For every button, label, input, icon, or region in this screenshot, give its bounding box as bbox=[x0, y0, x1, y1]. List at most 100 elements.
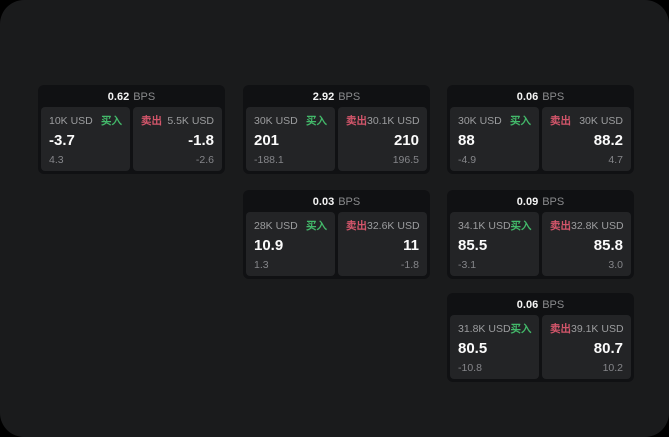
sell-panel[interactable]: 卖出 5.5K USD -1.8 -2.6 bbox=[133, 107, 222, 171]
sell-panel[interactable]: 卖出 30K USD 88.2 4.7 bbox=[542, 107, 631, 171]
sell-side-label: 卖出 bbox=[550, 220, 571, 232]
buy-panel-top: 31.8K USD 买入 bbox=[458, 321, 532, 336]
buy-side-label: 买入 bbox=[101, 115, 122, 127]
buy-amount: 34.1K USD bbox=[458, 219, 511, 232]
buy-price: 85.5 bbox=[458, 237, 488, 254]
quote-card: 2.92 BPS 30K USD 买入 201 -188.1 卖出 30.1K … bbox=[243, 85, 430, 174]
bps-header: 0.62 BPS bbox=[41, 88, 222, 107]
sell-amount: 39.1K USD bbox=[571, 322, 624, 335]
bps-header: 0.09 BPS bbox=[450, 193, 631, 212]
sell-panel-top: 卖出 30K USD bbox=[550, 113, 623, 128]
quote-panels: 10K USD 买入 -3.7 4.3 卖出 5.5K USD -1.8 -2.… bbox=[41, 107, 222, 171]
bps-value: 0.62 bbox=[107, 91, 130, 103]
bps-header: 0.03 BPS bbox=[246, 193, 427, 212]
bps-header: 2.92 BPS bbox=[246, 88, 427, 107]
quote-panels: 28K USD 买入 10.9 1.3 卖出 32.6K USD 11 -1.8 bbox=[246, 212, 427, 276]
buy-amount: 31.8K USD bbox=[458, 322, 511, 335]
buy-delta: 1.3 bbox=[254, 259, 269, 271]
quote-panels: 30K USD 买入 88 -4.9 卖出 30K USD 88.2 4.7 bbox=[450, 107, 631, 171]
bps-unit-label: BPS bbox=[338, 91, 361, 103]
quote-card: 0.06 BPS 30K USD 买入 88 -4.9 卖出 30K USD 8… bbox=[447, 85, 634, 174]
quote-panels: 30K USD 买入 201 -188.1 卖出 30.1K USD 210 1… bbox=[246, 107, 427, 171]
buy-amount: 28K USD bbox=[254, 219, 298, 232]
bps-unit-label: BPS bbox=[133, 91, 156, 103]
sell-delta: 10.2 bbox=[602, 362, 623, 374]
buy-amount: 30K USD bbox=[254, 114, 298, 127]
buy-price: -3.7 bbox=[49, 132, 75, 149]
bps-value: 0.03 bbox=[312, 196, 335, 208]
quote-panels: 31.8K USD 买入 80.5 -10.8 卖出 39.1K USD 80.… bbox=[450, 315, 631, 379]
buy-panel[interactable]: 34.1K USD 买入 85.5 -3.1 bbox=[450, 212, 539, 276]
sell-delta: -1.8 bbox=[400, 259, 419, 271]
sell-price: 85.8 bbox=[593, 237, 623, 254]
buy-price: 201 bbox=[254, 132, 280, 149]
bps-value: 0.09 bbox=[516, 196, 539, 208]
buy-panel-top: 30K USD 买入 bbox=[458, 113, 531, 128]
sell-price: 88.2 bbox=[593, 132, 623, 149]
quote-card: 0.62 BPS 10K USD 买入 -3.7 4.3 卖出 5.5K USD… bbox=[38, 85, 225, 174]
sell-panel[interactable]: 卖出 32.8K USD 85.8 3.0 bbox=[542, 212, 631, 276]
sell-panel-top: 卖出 5.5K USD bbox=[141, 113, 214, 128]
buy-price: 88 bbox=[458, 132, 475, 149]
buy-delta: -3.1 bbox=[458, 259, 477, 271]
sell-side-label: 卖出 bbox=[346, 115, 367, 127]
quote-card: 0.09 BPS 34.1K USD 买入 85.5 -3.1 卖出 32.8K… bbox=[447, 190, 634, 279]
sell-amount: 30K USD bbox=[579, 114, 623, 127]
sell-delta: 4.7 bbox=[608, 154, 623, 166]
sell-panel-top: 卖出 32.8K USD bbox=[550, 218, 624, 233]
sell-price: 80.7 bbox=[593, 340, 623, 357]
buy-panel[interactable]: 10K USD 买入 -3.7 4.3 bbox=[41, 107, 130, 171]
buy-amount: 30K USD bbox=[458, 114, 502, 127]
bps-unit-label: BPS bbox=[542, 299, 565, 311]
sell-side-label: 卖出 bbox=[550, 323, 571, 335]
buy-panel[interactable]: 30K USD 买入 201 -188.1 bbox=[246, 107, 335, 171]
sell-panel-top: 卖出 30.1K USD bbox=[346, 113, 420, 128]
buy-price: 10.9 bbox=[254, 237, 284, 254]
bps-header: 0.06 BPS bbox=[450, 88, 631, 107]
buy-delta: -4.9 bbox=[458, 154, 477, 166]
bps-unit-label: BPS bbox=[542, 196, 565, 208]
buy-panel[interactable]: 28K USD 买入 10.9 1.3 bbox=[246, 212, 335, 276]
bps-unit-label: BPS bbox=[338, 196, 361, 208]
sell-panel[interactable]: 卖出 32.6K USD 11 -1.8 bbox=[338, 212, 427, 276]
sell-delta: -2.6 bbox=[195, 154, 214, 166]
buy-panel-top: 34.1K USD 买入 bbox=[458, 218, 532, 233]
buy-side-label: 买入 bbox=[510, 220, 532, 232]
buy-delta: 4.3 bbox=[49, 154, 64, 166]
quote-card: 0.03 BPS 28K USD 买入 10.9 1.3 卖出 32.6K US… bbox=[243, 190, 430, 279]
sell-delta: 196.5 bbox=[392, 154, 419, 166]
buy-amount: 10K USD bbox=[49, 114, 93, 127]
sell-price: 210 bbox=[393, 132, 419, 149]
buy-side-label: 买入 bbox=[306, 115, 327, 127]
sell-side-label: 卖出 bbox=[550, 115, 571, 127]
bps-value: 0.06 bbox=[516, 91, 539, 103]
buy-delta: -188.1 bbox=[254, 154, 284, 166]
bps-header: 0.06 BPS bbox=[450, 296, 631, 315]
sell-panel[interactable]: 卖出 30.1K USD 210 196.5 bbox=[338, 107, 427, 171]
sell-price: 11 bbox=[403, 237, 419, 254]
buy-panel[interactable]: 31.8K USD 买入 80.5 -10.8 bbox=[450, 315, 539, 379]
sell-panel[interactable]: 卖出 39.1K USD 80.7 10.2 bbox=[542, 315, 631, 379]
sell-amount: 30.1K USD bbox=[367, 114, 420, 127]
buy-panel-top: 28K USD 买入 bbox=[254, 218, 327, 233]
buy-panel-top: 30K USD 买入 bbox=[254, 113, 327, 128]
bps-value: 2.92 bbox=[312, 91, 335, 103]
quote-card: 0.06 BPS 31.8K USD 买入 80.5 -10.8 卖出 39.1… bbox=[447, 293, 634, 382]
sell-amount: 5.5K USD bbox=[167, 114, 214, 127]
sell-amount: 32.6K USD bbox=[367, 219, 420, 232]
bps-unit-label: BPS bbox=[542, 91, 565, 103]
bps-value: 0.06 bbox=[516, 299, 539, 311]
buy-panel-top: 10K USD 买入 bbox=[49, 113, 122, 128]
sell-amount: 32.8K USD bbox=[571, 219, 624, 232]
quote-panels: 34.1K USD 买入 85.5 -3.1 卖出 32.8K USD 85.8… bbox=[450, 212, 631, 276]
buy-side-label: 买入 bbox=[306, 220, 327, 232]
sell-side-label: 卖出 bbox=[346, 220, 367, 232]
sell-delta: 3.0 bbox=[608, 259, 623, 271]
buy-price: 80.5 bbox=[458, 340, 488, 357]
sell-side-label: 卖出 bbox=[141, 115, 162, 127]
buy-side-label: 买入 bbox=[510, 323, 532, 335]
buy-panel[interactable]: 30K USD 买入 88 -4.9 bbox=[450, 107, 539, 171]
buy-side-label: 买入 bbox=[510, 115, 531, 127]
sell-panel-top: 卖出 39.1K USD bbox=[550, 321, 624, 336]
sell-price: -1.8 bbox=[188, 132, 214, 149]
